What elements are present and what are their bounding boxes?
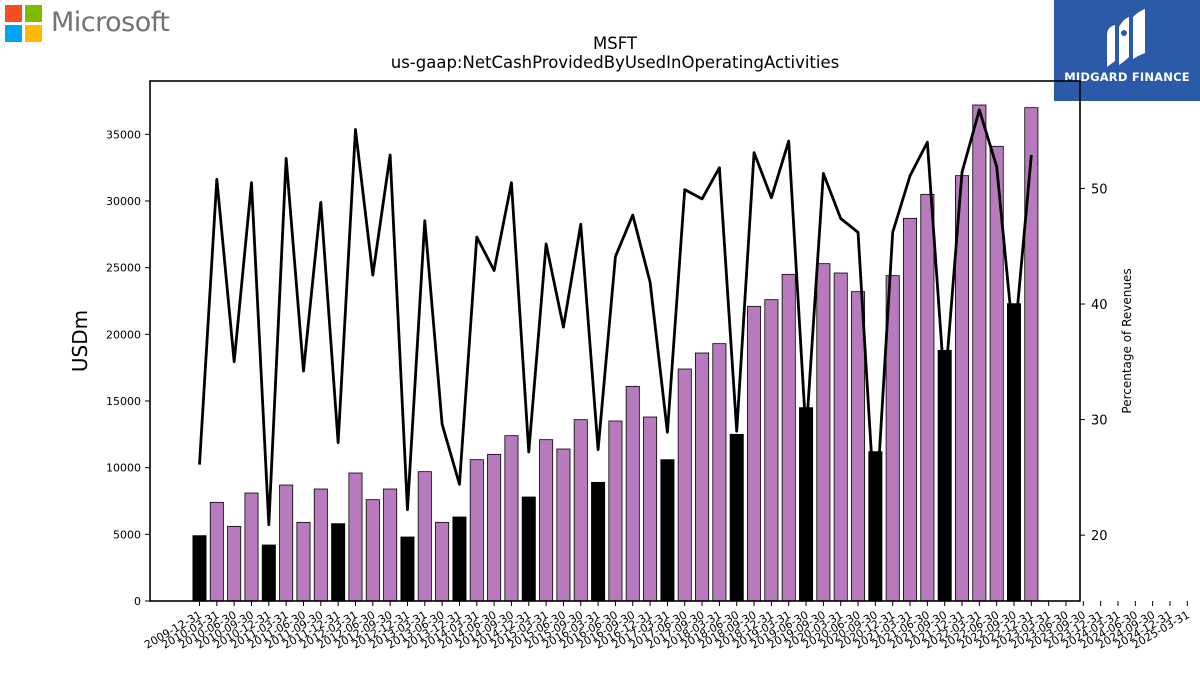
y2-tick-label: 20: [1091, 529, 1108, 544]
bar-42: [920, 193, 935, 602]
y-tick-label: 5000: [113, 528, 141, 541]
bar-33: [764, 299, 779, 602]
y-axis-label: USDm: [68, 310, 92, 372]
bar-4: [261, 544, 276, 602]
y2-axis-label: Percentage of Revenues: [1120, 268, 1134, 413]
bar-19: [521, 496, 536, 602]
y-tick-label: 15000: [106, 395, 141, 408]
bar-39: [868, 451, 883, 602]
chart-subtitle: us-gaap:NetCashProvidedByUsedInOperating…: [391, 53, 839, 72]
y-tick-label: 0: [134, 595, 141, 608]
bar-25: [625, 385, 640, 602]
bar-24: [608, 420, 623, 602]
y2-tick-label: 50: [1091, 182, 1108, 197]
axes-layer: 0 5000 10000 15000 20000 25000 30000 35000 20 30 4…: [106, 80, 1192, 652]
bars-layer: [192, 104, 1039, 602]
bar-47: [1007, 303, 1022, 602]
bar-28: [677, 368, 692, 602]
bar-3: [244, 492, 259, 602]
bar-0: [192, 535, 207, 602]
bar-48: [1024, 107, 1039, 602]
bar-5: [279, 484, 294, 602]
bar-34: [781, 273, 796, 602]
bar-20: [539, 439, 554, 602]
bar-31: [729, 433, 744, 602]
y-tick-label: 20000: [106, 328, 141, 341]
y-tick-label: 25000: [106, 262, 141, 275]
bar-26: [643, 416, 658, 602]
bar-35: [799, 407, 814, 602]
bar-13: [417, 471, 432, 602]
bar-6: [296, 521, 311, 602]
line-layer: [198, 108, 1033, 527]
bar-14: [435, 521, 450, 602]
bar-21: [556, 448, 571, 602]
microsoft-logo: Microsoft: [5, 5, 185, 45]
bar-1: [209, 501, 224, 602]
y2-tick-label: 30: [1091, 414, 1108, 429]
microsoft-logo-icon: [5, 5, 42, 42]
bar-41: [903, 217, 918, 602]
bar-18: [504, 435, 519, 602]
bar-38: [851, 291, 866, 602]
bar-22: [573, 419, 588, 602]
microsoft-logo-text: Microsoft: [51, 7, 170, 38]
bar-12: [400, 536, 415, 602]
midgard-finance-text: MIDGARD FINANCE: [1064, 70, 1190, 84]
bar-17: [487, 453, 502, 602]
bar-27: [660, 459, 675, 602]
bar-45: [972, 104, 987, 602]
bar-36: [816, 263, 831, 602]
bar-32: [747, 305, 762, 602]
y-tick-label: 30000: [106, 195, 141, 208]
bar-29: [695, 352, 710, 602]
bar-10: [365, 499, 380, 602]
bar-16: [469, 459, 484, 602]
bar-9: [348, 472, 363, 602]
chart-title: MSFT: [593, 34, 638, 53]
bar-37: [833, 272, 848, 602]
y2-tick-label: 40: [1091, 298, 1108, 313]
bar-8: [331, 523, 346, 602]
bar-11: [383, 488, 398, 602]
midgard-mark-icon: [1107, 9, 1145, 67]
bar-2: [227, 525, 242, 602]
y-tick-label: 35000: [106, 128, 141, 141]
bar-23: [591, 481, 606, 602]
y-tick-label: 10000: [106, 462, 141, 475]
bar-15: [452, 516, 467, 602]
percentage-line: [198, 108, 1033, 527]
bar-7: [313, 488, 328, 602]
bar-30: [712, 343, 727, 602]
midgard-finance-logo: MIDGARD FINANCE: [1054, 0, 1200, 101]
